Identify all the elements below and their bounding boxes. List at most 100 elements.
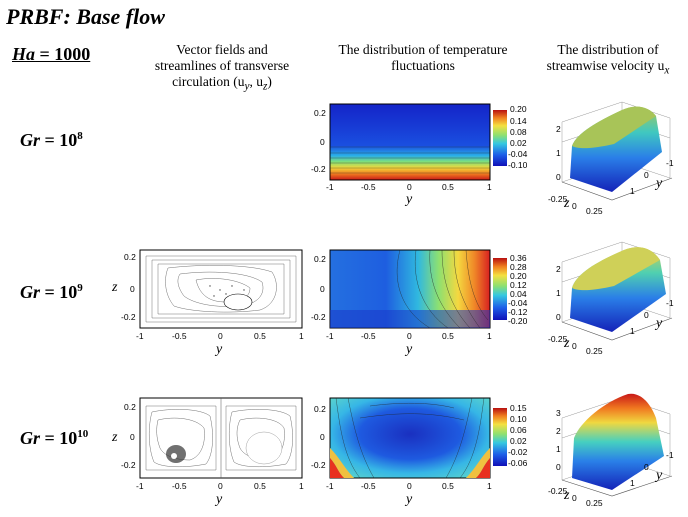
temp1-ztick-mid: 0 bbox=[320, 137, 325, 147]
cb1-tick-4: 0.02 bbox=[510, 138, 527, 148]
column-header-velocity-sub: x bbox=[664, 64, 670, 77]
vec3-y-axis-label: y bbox=[216, 492, 223, 507]
temp2-ztick-bot: -0.2 bbox=[311, 312, 326, 322]
gr-symbol-1: Gr bbox=[20, 130, 41, 150]
vec3-ztick-bot: -0.2 bbox=[121, 460, 136, 470]
temp2-xtick-2: -0.5 bbox=[361, 331, 376, 341]
column-header-vector-line3a: circulation (u bbox=[172, 74, 245, 89]
temp3-xtick-1: -1 bbox=[326, 481, 334, 491]
temp3-ztick-bot: -0.2 bbox=[311, 460, 326, 470]
cb2-tick-2: 0.28 bbox=[510, 262, 527, 272]
colorbar-row2 bbox=[493, 258, 507, 320]
column-header-vector-close: ) bbox=[267, 74, 272, 89]
surf3-zt-1: -0.25 bbox=[548, 486, 568, 496]
colorbar-row3 bbox=[493, 408, 507, 466]
surf1-zt-3: 0.25 bbox=[586, 206, 603, 216]
surf2-ztick-1: 2 bbox=[556, 264, 561, 274]
cb1-tick-1: 0.20 bbox=[510, 104, 527, 114]
surf1-ztick-1: 2 bbox=[556, 124, 561, 134]
vec3-xtick-3: 0 bbox=[218, 481, 223, 491]
vector-field-row3 bbox=[139, 397, 303, 479]
temperature-contour-row3 bbox=[329, 397, 491, 479]
gr-exp-3: 10 bbox=[77, 428, 89, 440]
cb3-tick-1: 0.15 bbox=[510, 403, 527, 413]
surf3-yt-1: -1 bbox=[666, 450, 674, 460]
temp3-ztick-mid: 0 bbox=[320, 432, 325, 442]
temp2-ztick-top: 0.2 bbox=[314, 254, 326, 264]
surf3-z-label: z bbox=[564, 488, 570, 503]
column-header-velocity: The distribution of streamwise velocity … bbox=[530, 42, 686, 79]
temp1-xtick-4: 0.5 bbox=[442, 182, 454, 192]
cb3-tick-4: 0.02 bbox=[510, 436, 527, 446]
column-header-velocity-text: streamwise velocity u bbox=[546, 58, 665, 73]
cb2-tick-1: 0.36 bbox=[510, 253, 527, 263]
column-header-velocity-line1: The distribution of bbox=[557, 42, 659, 57]
temp1-ztick-top: 0.2 bbox=[314, 108, 326, 118]
ha-label: Ha = 1000 bbox=[12, 44, 90, 65]
temp1-xtick-2: -0.5 bbox=[361, 182, 376, 192]
cb2-tick-8: -0.20 bbox=[508, 316, 528, 326]
vec3-xtick-1: -1 bbox=[136, 481, 144, 491]
surf3-zt-3: 0.25 bbox=[586, 498, 603, 508]
surf2-zt-2: 0 bbox=[572, 341, 577, 351]
vec3-xtick-2: -0.5 bbox=[172, 481, 187, 491]
cb1-tick-2: 0.14 bbox=[510, 116, 527, 126]
temp1-xtick-1: -1 bbox=[326, 182, 334, 192]
column-header-temperature: The distribution of temperature fluctuat… bbox=[318, 42, 528, 74]
row-label-gr-1e8: Gr = 108 bbox=[20, 130, 83, 151]
column-header-vector-sub-z: z bbox=[262, 80, 268, 93]
temp1-ztick-bot: -0.2 bbox=[311, 164, 326, 174]
gr-exp-2: 9 bbox=[77, 282, 83, 294]
cb2-tick-5: 0.04 bbox=[510, 289, 527, 299]
cb3-tick-5: -0.02 bbox=[508, 447, 528, 457]
temp1-y-axis-label: y bbox=[406, 192, 413, 207]
vec2-ztick-mid: 0 bbox=[130, 284, 135, 294]
vec2-xtick-5: 1 bbox=[299, 331, 304, 341]
temp3-ztick-top: 0.2 bbox=[314, 404, 326, 414]
surf3-ztick-2: 2 bbox=[556, 426, 561, 436]
surf3-ztick-4: 0 bbox=[556, 462, 561, 472]
ha-symbol: Ha bbox=[12, 44, 36, 64]
surf2-z-label: z bbox=[564, 336, 570, 351]
gr-exp-1: 8 bbox=[77, 130, 83, 142]
column-header-vector-line3: circulation (uy, uz) bbox=[142, 74, 302, 95]
cb2-tick-6: -0.04 bbox=[508, 298, 528, 308]
vec2-y-axis-label: y bbox=[216, 342, 223, 357]
temp2-ztick-mid: 0 bbox=[320, 284, 325, 294]
cb2-tick-7: -0.12 bbox=[508, 307, 528, 317]
surf1-z-label: z bbox=[564, 196, 570, 211]
row-label-gr-1e10: Gr = 1010 bbox=[20, 428, 88, 449]
column-header-vector-line3b: , u bbox=[249, 74, 263, 89]
row-label-gr-1e9: Gr = 109 bbox=[20, 282, 83, 303]
surf3-yt-3: 1 bbox=[630, 478, 635, 488]
temp3-xtick-3: 0 bbox=[407, 481, 412, 491]
vec3-z-axis-label: z bbox=[112, 430, 118, 445]
surf1-zt-2: 0 bbox=[572, 201, 577, 211]
temp1-xtick-5: 1 bbox=[487, 182, 492, 192]
surf1-ztick-3: 0 bbox=[556, 172, 561, 182]
column-header-vector-sub-y: y bbox=[244, 80, 250, 93]
temp3-xtick-4: 0.5 bbox=[442, 481, 454, 491]
temp1-xtick-3: 0 bbox=[407, 182, 412, 192]
cb1-tick-5: -0.04 bbox=[508, 149, 528, 159]
ha-value: = 1000 bbox=[35, 44, 91, 64]
surf3-y-label: y bbox=[656, 468, 663, 483]
surf1-yt-2: 0 bbox=[644, 170, 649, 180]
vec2-z-axis-label: z bbox=[112, 280, 118, 295]
temp2-xtick-5: 1 bbox=[487, 331, 492, 341]
column-header-vector: Vector fields and streamlines of transve… bbox=[142, 42, 302, 95]
column-header-velocity-line2: streamwise velocity ux bbox=[530, 58, 686, 79]
column-header-temperature-line1: The distribution of temperature bbox=[338, 42, 508, 57]
vec2-xtick-1: -1 bbox=[136, 331, 144, 341]
vec2-ztick-top: 0.2 bbox=[124, 252, 136, 262]
surf1-yt-1: -1 bbox=[666, 158, 674, 168]
vector-field-row2 bbox=[139, 249, 303, 329]
colorbar-row1 bbox=[493, 110, 507, 166]
surf1-yt-3: 1 bbox=[630, 186, 635, 196]
vec2-xtick-4: 0.5 bbox=[254, 331, 266, 341]
temp3-y-axis-label: y bbox=[406, 492, 413, 507]
vec2-xtick-2: -0.5 bbox=[172, 331, 187, 341]
temp2-y-axis-label: y bbox=[406, 342, 413, 357]
velocity-surface-row1 bbox=[561, 101, 673, 201]
cb3-tick-6: -0.06 bbox=[508, 458, 528, 468]
